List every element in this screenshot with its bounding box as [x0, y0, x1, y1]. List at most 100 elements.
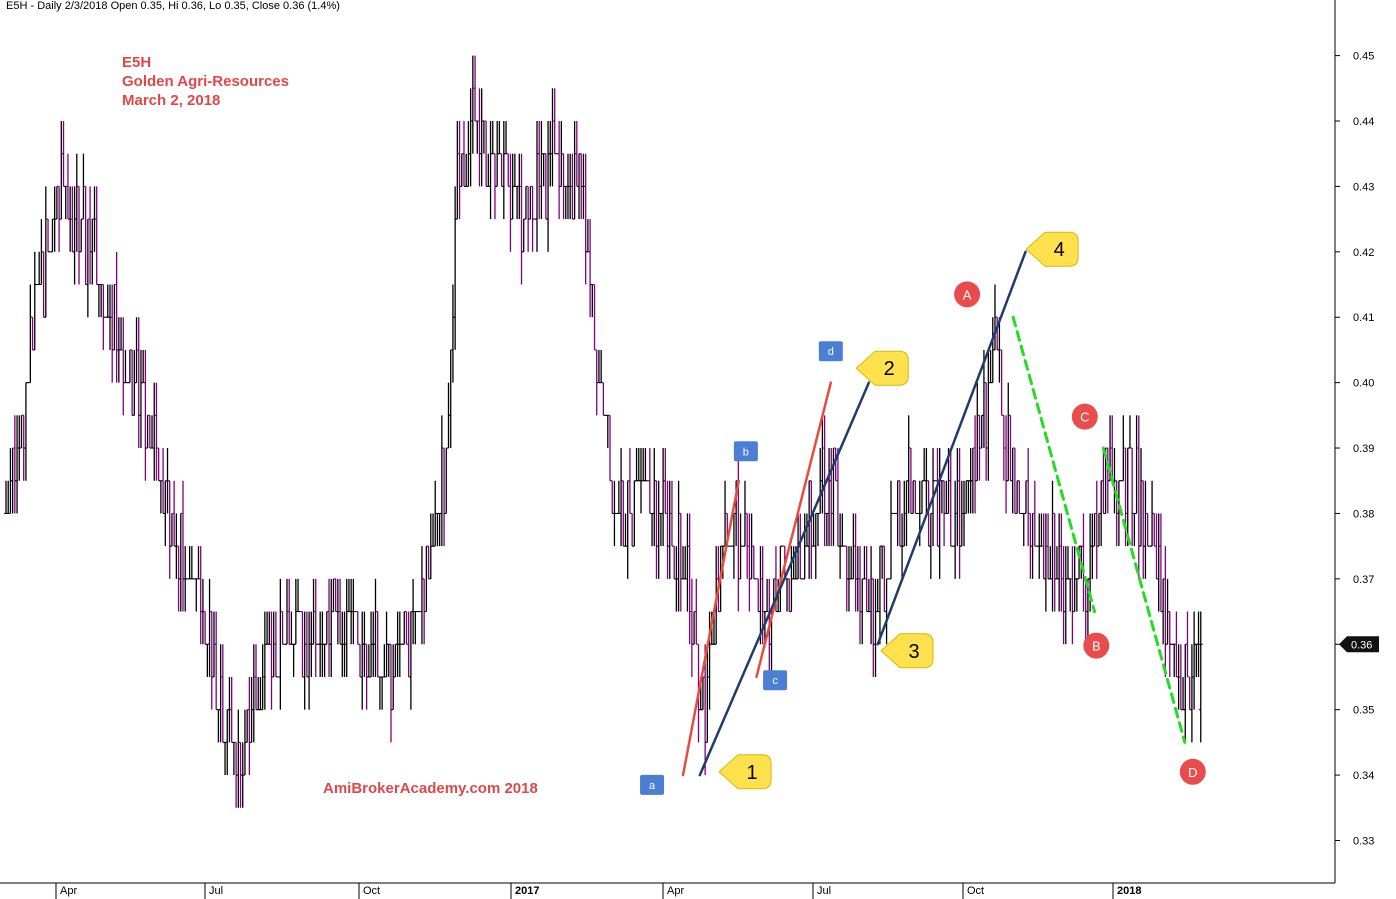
- price-bar: [647, 448, 652, 514]
- price-bar: [360, 611, 365, 710]
- price-bar: [251, 644, 256, 743]
- price-bar: [605, 414, 610, 449]
- price-bar: [30, 316, 35, 351]
- price-bar: [678, 512, 683, 612]
- price-bar: [377, 676, 382, 710]
- price-bar: [46, 218, 51, 253]
- callout-text: 2: [884, 358, 895, 380]
- price-bar: [41, 251, 46, 318]
- price-bar: [380, 676, 385, 710]
- price-bar: [1158, 513, 1163, 613]
- price-bar: [459, 153, 464, 187]
- price-bar: [287, 578, 292, 645]
- price-bar: [1021, 512, 1026, 547]
- price-bar: [65, 153, 70, 220]
- y-tick-label: 0.41: [1353, 312, 1374, 324]
- price-bar: [1101, 448, 1106, 514]
- price-bar: [577, 153, 582, 220]
- price-bar: [1134, 415, 1139, 514]
- price-bar: [634, 448, 639, 482]
- price-bar: [189, 546, 194, 580]
- price-bar: [450, 284, 455, 383]
- price-bar: [346, 578, 351, 613]
- price-bar: [70, 186, 75, 253]
- price-bar: [74, 153, 79, 252]
- price-bar: [373, 578, 378, 677]
- price-bar: [970, 447, 975, 514]
- price-bar: [1194, 643, 1199, 677]
- price-bar: [231, 741, 236, 776]
- price-bar: [138, 349, 143, 449]
- price-bar: [1068, 578, 1073, 612]
- price-bar: [1196, 611, 1201, 677]
- price-bar: [358, 643, 362, 678]
- price-bar: [229, 676, 234, 743]
- price-bar: [1178, 644, 1183, 711]
- price-bar: [979, 414, 984, 449]
- price-bar: [468, 88, 473, 187]
- price-bar: [313, 578, 318, 677]
- price-bar: [386, 643, 391, 677]
- price-bar: [756, 578, 761, 613]
- price-bar: [273, 611, 278, 678]
- price-bar: [521, 218, 526, 253]
- price-bar: [269, 611, 274, 710]
- price-bar: [136, 317, 141, 449]
- y-tick-label: 0.44: [1353, 116, 1374, 128]
- price-bar: [813, 512, 818, 579]
- price-bar: [366, 644, 371, 678]
- price-bar: [1174, 611, 1179, 678]
- price-bar: [15, 415, 20, 514]
- price-bar: [1094, 480, 1099, 579]
- price-bar: [508, 153, 513, 252]
- price-bar: [1092, 512, 1097, 547]
- price-bar: [820, 415, 825, 514]
- x-tick-label: 2018: [1117, 885, 1141, 897]
- price-bar: [619, 448, 624, 547]
- callout-text: 4: [1054, 239, 1065, 261]
- price-bar: [344, 578, 349, 677]
- price-bar: [939, 480, 944, 514]
- y-tick-label: 0.33: [1353, 835, 1374, 847]
- price-bar: [692, 611, 697, 645]
- price-bar: [1030, 512, 1035, 579]
- price-bar: [324, 611, 329, 645]
- price-bar: [1141, 480, 1146, 579]
- price-bar: [625, 480, 630, 579]
- price-bar: [663, 448, 668, 514]
- price-bar: [267, 611, 272, 645]
- price-bar: [672, 545, 677, 580]
- x-tick-label: Oct: [967, 885, 984, 897]
- price-bar: [1059, 513, 1064, 612]
- price-bar: [1015, 480, 1020, 514]
- price-bar: [964, 480, 969, 514]
- price-bar: [641, 448, 646, 482]
- price-bar: [853, 513, 858, 612]
- price-bar: [490, 121, 495, 155]
- price-bar: [59, 121, 64, 220]
- trend-line: [876, 250, 1027, 646]
- price-bar: [656, 480, 661, 579]
- price-bar: [652, 448, 657, 547]
- price-bar: [937, 448, 942, 579]
- callout-label: 2: [855, 350, 909, 386]
- price-bar: [1125, 447, 1130, 547]
- price-bar: [499, 153, 504, 187]
- price-bar: [154, 382, 159, 481]
- price-bar: [130, 349, 135, 416]
- price-bar: [811, 513, 816, 547]
- price-bar: [123, 349, 128, 384]
- price-bar: [911, 480, 916, 514]
- price-bar: [1127, 415, 1132, 449]
- price-bar: [687, 513, 692, 645]
- price-bar: [289, 611, 294, 645]
- price-bar: [616, 480, 621, 514]
- price-bar: [570, 153, 575, 220]
- price-bar: [413, 611, 418, 645]
- trend-line: [755, 381, 833, 679]
- price-bar: [543, 153, 548, 220]
- price-bar: [265, 611, 270, 645]
- price-bar: [501, 121, 506, 220]
- y-tick-label: 0.37: [1353, 574, 1374, 586]
